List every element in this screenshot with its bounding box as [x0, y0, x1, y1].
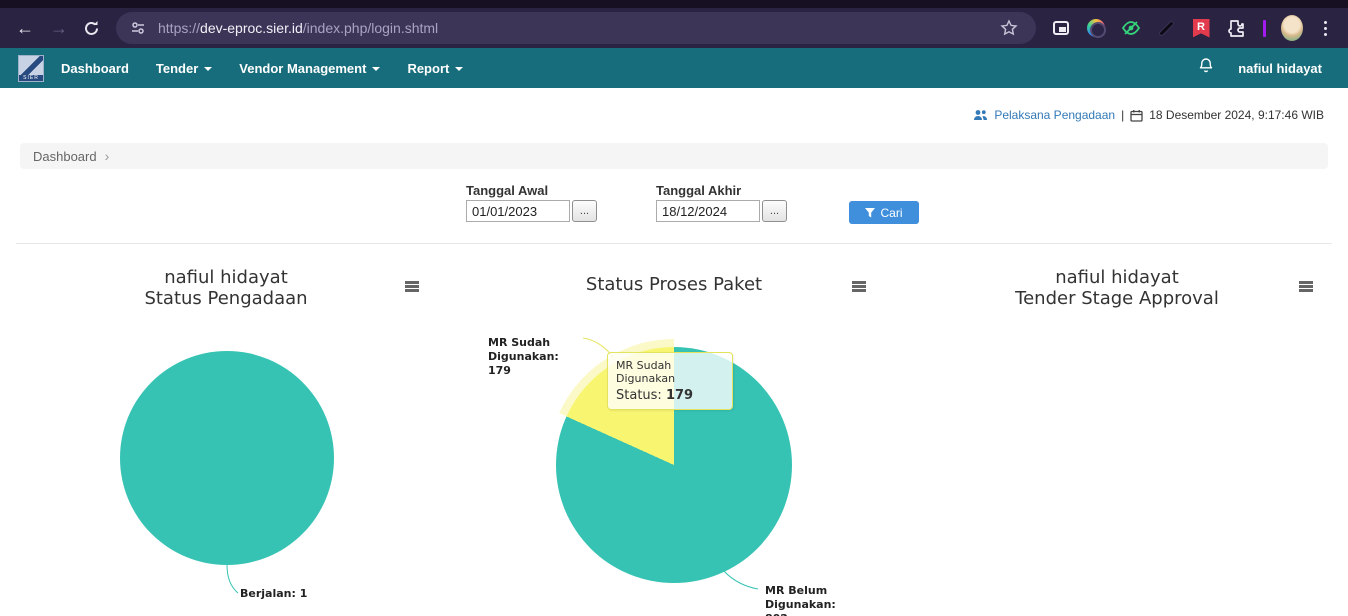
breadcrumb-item[interactable]: Dashboard: [33, 148, 97, 164]
extensions-puzzle-icon[interactable]: [1225, 17, 1247, 39]
users-icon: [974, 110, 988, 120]
logged-in-user[interactable]: nafiul hidayat: [1238, 60, 1322, 76]
chart1-title: nafiul hidayat Status Pengadaan: [144, 267, 308, 309]
chevron-down-icon: [455, 67, 464, 71]
session-meta: Pelaksana Pengadaan | 18 Desember 2024, …: [973, 108, 1324, 122]
chart1-pie[interactable]: [120, 351, 334, 565]
chevron-down-icon: [372, 67, 381, 71]
navbar-right: nafiul hidayat: [1198, 57, 1322, 79]
reload-icon[interactable]: [76, 13, 106, 43]
menu-report[interactable]: Report: [407, 61, 464, 76]
profile-avatar[interactable]: [1281, 15, 1303, 41]
chart3-title: nafiul hidayat Tender Stage Approval: [1015, 267, 1219, 309]
extension-icons: R: [1050, 15, 1334, 41]
pen-extension-icon[interactable]: [1155, 17, 1177, 39]
calendar-icon: [1130, 109, 1143, 122]
start-date-browse-button[interactable]: ...: [572, 200, 597, 222]
breadcrumb-chevron: ›: [104, 148, 110, 164]
browser-toolbar: ← → https://dev-eproc.sier.id/index.php/…: [0, 8, 1348, 48]
browser-menu-icon[interactable]: [1316, 17, 1334, 39]
chart2-title: Status Proses Paket: [585, 274, 763, 295]
chart2-tooltip: MR Sudah Digunakan Status: 179: [607, 352, 733, 410]
start-date-input[interactable]: [466, 200, 570, 222]
menu-vendor-management[interactable]: Vendor Management: [239, 61, 381, 76]
camera-extension-icon[interactable]: [1085, 17, 1107, 39]
end-date-input[interactable]: [656, 200, 760, 222]
breadcrumb[interactable]: Dashboard ›: [20, 143, 1328, 169]
chart2-data-label-teal: MR Belum Digunakan: 802: [765, 584, 836, 616]
start-date-label: Tanggal Awal: [466, 183, 549, 198]
filter-funnel-icon: [865, 207, 876, 217]
role-link[interactable]: Pelaksana Pengadaan: [994, 108, 1116, 122]
end-date-browse-button[interactable]: ...: [762, 200, 787, 222]
forward-icon[interactable]: →: [50, 17, 68, 38]
sier-logo[interactable]: SIER: [18, 54, 44, 82]
search-button[interactable]: Cari: [849, 201, 919, 224]
chart2-data-label-yellow: MR Sudah Digunakan: 179: [488, 336, 559, 377]
red-flag-extension-icon[interactable]: R: [1190, 17, 1212, 39]
chevron-down-icon: [204, 67, 213, 71]
chart2-menu-icon[interactable]: [852, 281, 866, 292]
bookmark-star-icon[interactable]: [994, 13, 1024, 43]
current-datetime: 18 Desember 2024, 9:17:46 WIB: [1149, 108, 1324, 122]
window-top-strip: [0, 0, 1348, 8]
purple-divider-bar: [1260, 17, 1268, 39]
pip-extension-icon[interactable]: [1050, 17, 1072, 39]
notification-bell-icon[interactable]: [1198, 57, 1214, 79]
address-bar[interactable]: https://dev-eproc.sier.id/index.php/logi…: [116, 12, 1036, 44]
chart1-data-label: Berjalan: 1: [240, 587, 308, 600]
url-text[interactable]: https://dev-eproc.sier.id/index.php/logi…: [158, 20, 439, 36]
meta-separator: |: [1121, 108, 1125, 122]
app-navbar: SIER Dashboard Tender Vendor Management …: [0, 48, 1348, 88]
chart3-menu-icon[interactable]: [1299, 281, 1313, 292]
menu-tender[interactable]: Tender: [156, 61, 213, 76]
end-date-label: Tanggal Akhir: [656, 183, 742, 198]
main-menu: Dashboard Tender Vendor Management Repor…: [61, 60, 464, 76]
site-info-icon[interactable]: [128, 13, 148, 43]
charts-row: nafiul hidayat Status Pengadaan Berjalan…: [0, 250, 1348, 616]
section-divider: [16, 243, 1332, 244]
menu-dashboard[interactable]: Dashboard: [61, 60, 129, 76]
back-icon[interactable]: ←: [16, 17, 34, 38]
privacy-eye-extension-icon[interactable]: [1120, 17, 1142, 39]
chart1-menu-icon[interactable]: [405, 281, 419, 292]
